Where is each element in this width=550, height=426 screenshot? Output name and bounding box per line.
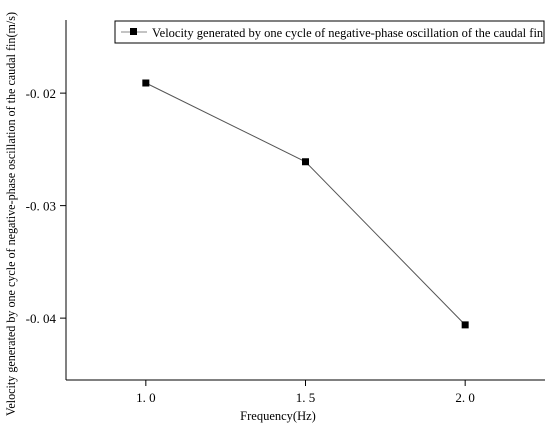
series-line [145,82,466,326]
x-tick-label: 2. 0 [455,390,475,405]
y-tick-label: -0. 04 [26,311,57,326]
legend-box [114,20,545,44]
y-tick-label: -0. 02 [26,86,56,101]
legend: Velocity generated by one cycle of negat… [114,20,545,44]
x-axis-ticks: 1. 0 1. 5 2. 0 [136,380,475,405]
y-axis-ticks: -0. 02 -0. 03 -0. 04 [26,86,66,326]
x-axis-title: Frequency(Hz) [240,409,316,423]
plot-area: 1. 0 1. 5 2. 0 -0. 02 -0. 03 -0. 04 [26,20,545,405]
y-tick-label: -0. 03 [26,199,56,214]
legend-marker [130,28,137,35]
data-point [302,158,309,166]
y-axis-title: Velocity generated by one cycle of negat… [4,12,18,416]
x-tick-label: 1. 0 [136,390,156,405]
series-layer [142,79,469,329]
legend-label: Velocity generated by one cycle of negat… [152,26,544,40]
x-tick-label: 1. 5 [296,390,316,405]
data-point [461,321,469,329]
data-point [142,79,150,87]
